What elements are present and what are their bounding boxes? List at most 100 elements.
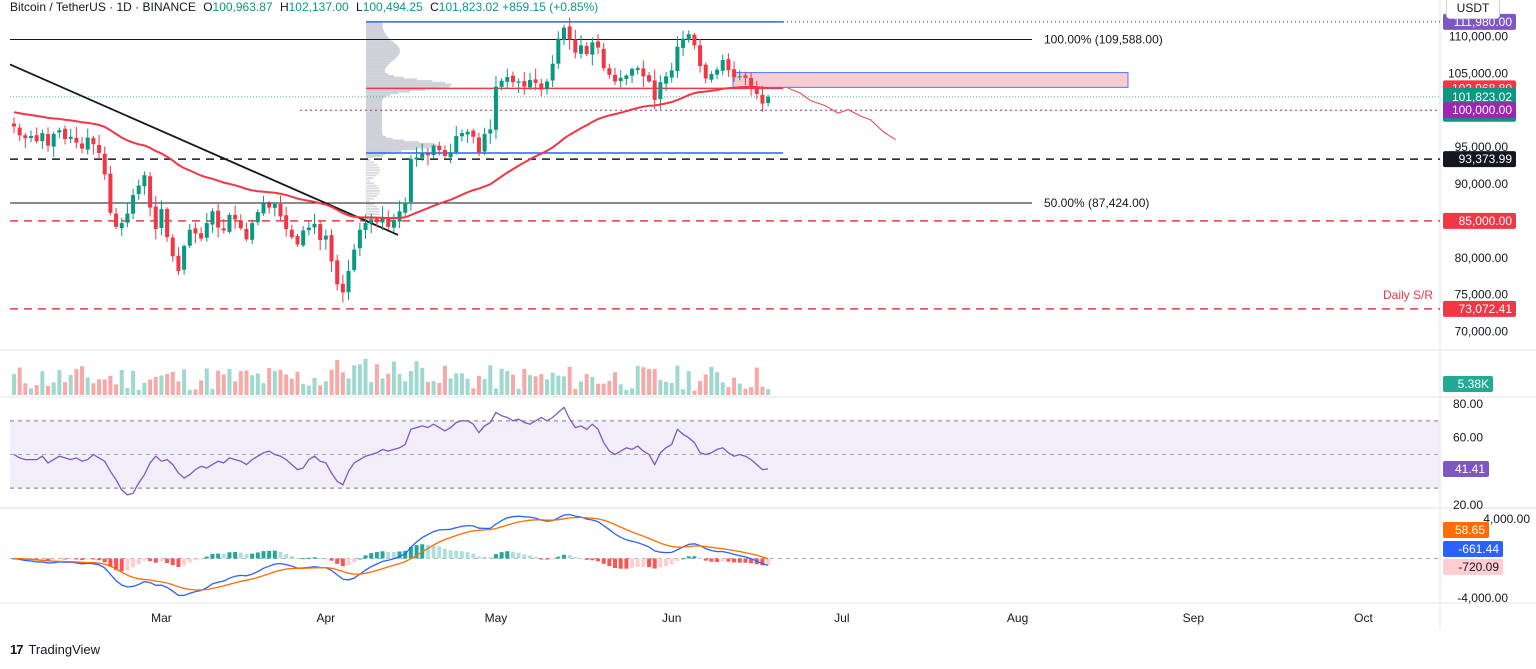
macd-hist-bar [737,558,742,563]
volume-bar [108,375,113,395]
volume-bar [726,387,731,395]
volume-profile-bar [366,164,378,166]
candle-body [454,136,459,153]
volume-profile-bar [366,83,452,86]
volume-profile-bar [366,63,389,66]
candle-body [244,228,249,240]
candle-body [187,229,192,246]
candle-body [749,77,754,86]
symbol-title[interactable]: Bitcoin / TetherUS · 1D · BINANCE [10,0,196,14]
candle-body [533,79,538,83]
macd-hist-bar [204,556,209,559]
volume-bar [720,382,725,395]
macd-hist-bar [221,553,226,559]
candle-body [403,202,408,213]
macd-hist-bar [91,558,96,560]
volume-profile-bar [366,112,382,115]
macd-hist-bar [125,558,130,571]
tradingview-footer[interactable]: 17 TradingView [10,642,100,657]
rsi-axis-tick: 20.00 [1453,498,1483,512]
volume-profile-bar [366,146,431,149]
volume-bar [131,370,136,395]
macd-hist-bar [227,552,232,559]
volume-bar [664,381,669,395]
candle-body [182,245,187,270]
low-label: L [356,0,363,14]
candle-body [318,224,323,241]
candle-body [23,135,28,139]
volume-profile-bar [366,52,400,56]
volume-bar [442,365,447,395]
candle-body [374,218,379,223]
candle-body [561,27,566,40]
daily-sr-label: Daily S/R [1383,288,1433,302]
volume-bar [272,371,277,395]
price-axis-tick: 70,000.00 [1455,325,1509,339]
volume-bar [369,382,374,395]
candle-body [261,203,266,214]
volume-profile-bar [366,125,383,129]
badge-85000-bg [1443,212,1516,229]
volume-bar [505,370,510,395]
volume-profile-bar [366,29,384,32]
macd-hist-bar [567,555,572,559]
candle-body [539,83,544,90]
candle-body [584,46,589,55]
volume-bar [136,389,141,395]
volume-bar [176,381,181,395]
volume-profile-bar [366,30,385,34]
volume-bar [669,383,674,395]
macd-hist-bar [516,552,521,559]
macd-hist-bar [176,558,181,567]
candle-body [618,77,623,82]
macd-hist-bar [255,552,260,559]
macd-hist-bar [579,558,583,560]
volume-profile-bar [366,213,380,216]
candle-body [46,134,51,146]
candle-body [471,130,476,137]
macd-hist-bar [590,558,595,561]
candle-body [709,74,714,80]
candle-body [40,133,45,142]
macd-hist-bar [448,550,453,559]
candle-body [505,77,510,82]
candle-body [57,130,62,133]
candle-body [590,42,595,55]
macd-hist-bar [533,556,538,559]
volume-bar [573,388,578,395]
candle-body [255,212,260,223]
time-axis-tick: Jun [662,611,681,625]
downtrend-line [9,63,399,236]
candle-body [85,137,90,150]
volume-bar [335,360,340,395]
candle-body [312,223,317,228]
macd-hist-bar [760,558,765,566]
candle-body [448,152,453,158]
currency-unit-button[interactable]: USDT [1446,0,1500,19]
macd-hist-bar [709,558,714,562]
candles [12,17,771,303]
macd-hist-bar [391,551,396,559]
macd-hist-bar [306,557,311,559]
volume-bar [255,373,260,395]
volume-profile-bar [366,64,388,68]
volume-profile-bar [366,27,384,30]
macd-hist-bar [488,557,493,559]
price-axis-tick: 110,000.00 [1449,29,1508,43]
volume-bar [596,383,601,395]
supply-zone [732,72,1129,88]
candle-body [408,158,413,202]
macd-hist-bar [68,558,73,560]
macd-hist-bar [352,558,357,563]
candle-body [329,235,334,262]
candle-body [754,87,759,94]
candle-body [210,211,215,225]
volume-bar [709,366,714,395]
volume-bar [686,371,691,395]
candle-body [193,228,198,234]
volume-profile [366,22,452,226]
candle-body [488,129,493,134]
volume-bar [550,372,555,395]
candle-body [148,176,153,208]
